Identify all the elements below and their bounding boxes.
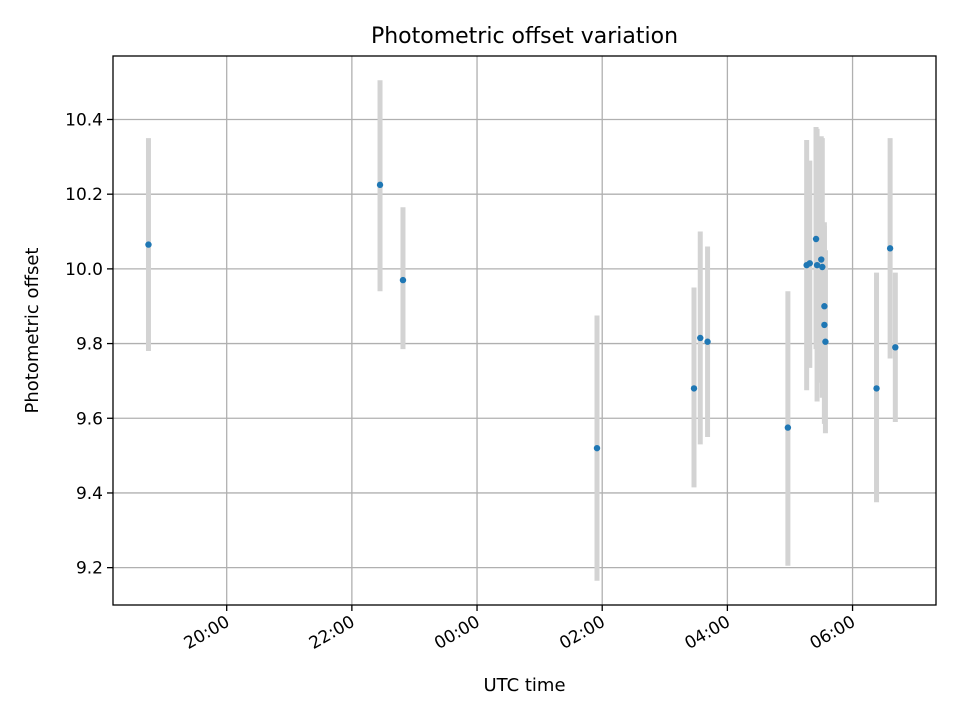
data-point [821,321,828,329]
data-point [399,276,407,284]
data-point [784,424,792,431]
data-point [818,256,825,263]
x-axis-label: UTC time [483,675,565,696]
error-bars [145,80,898,581]
y-tick-label: 9.2 [76,559,103,579]
y-tick-label: 9.8 [76,335,103,355]
y-tick-label: 9.4 [76,484,103,504]
x-tick-label: 04:00 [681,612,733,654]
x-tick-label: 02:00 [556,612,608,654]
data-point [806,260,813,267]
x-tick-label: 22:00 [306,612,358,654]
data-point [376,181,384,189]
y-tick-label: 10.4 [65,110,103,130]
data-point [690,385,698,392]
x-tick-label: 20:00 [181,612,233,654]
data-point [886,245,894,252]
y-tick-label: 9.6 [76,409,103,429]
chart-title: Photometric offset variation [371,24,678,49]
data-point [813,261,821,269]
axis-ticks: 20:00 22:00 00:00 02:00 04:00 06:00 9.2 9.4 9.6 9… [65,110,859,653]
data-points [145,181,899,452]
y-axis-label: Photometric offset [22,248,43,414]
data-point [892,344,899,351]
data-point [593,444,601,452]
x-tick-label: 00:00 [431,612,483,654]
data-point [812,235,820,243]
data-point [822,338,829,345]
data-point [704,338,711,345]
y-tick-label: 10.2 [65,185,103,205]
x-tick-label: 06:00 [807,612,859,654]
data-point [873,385,880,392]
grid-lines [113,56,936,605]
data-point [819,263,826,271]
plot-frame [112,55,937,606]
data-point [145,241,152,248]
y-tick-label: 10.0 [65,260,103,280]
data-point [697,334,704,342]
data-point [821,303,828,310]
